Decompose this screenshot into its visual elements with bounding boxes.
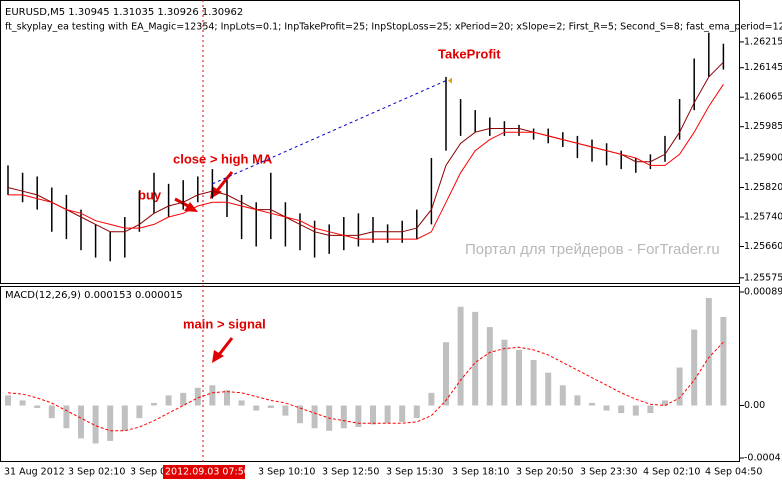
macd-bar [516, 349, 522, 406]
annotation: TakeProfit [438, 46, 501, 61]
x-tick-label: 3 Sep 20:50 [516, 467, 573, 478]
macd-bar [486, 327, 493, 406]
macd-title: MACD(12,26,9) 0.000153 0.000015 [5, 290, 183, 301]
macd-bar [428, 392, 435, 406]
trade-line [212, 80, 447, 185]
x-tick-label: 3 Sep 23:30 [580, 467, 637, 478]
macd-bar [589, 402, 595, 406]
y-tick-label: 1.25900 [744, 153, 782, 164]
macd-bar [136, 405, 143, 419]
x-tick-label: 4 Sep 04:50 [705, 467, 762, 478]
macd-bar [34, 405, 41, 409]
y-tick-label: 0.000897 [744, 287, 782, 298]
chart-title: EURUSD,M5 1.30945 1.31035 1.30926 1.3096… [5, 7, 243, 18]
macd-bar [443, 342, 449, 406]
moving-average [7, 61, 724, 236]
cursor-label-bg [163, 465, 245, 479]
macd-bar [632, 405, 639, 416]
macd-bar [165, 395, 172, 406]
macd-bar [48, 405, 55, 419]
macd-bar [676, 367, 683, 406]
y-tick-label: 1.25740 [744, 212, 782, 223]
take-profit-marker [448, 77, 452, 84]
y-tick-label: 1.25575 [744, 272, 782, 283]
macd-bar [224, 390, 230, 406]
macd-bar [603, 405, 610, 411]
annotation: buy [138, 187, 162, 202]
macd-bar [340, 405, 347, 429]
macd-bar [311, 405, 318, 429]
macd-bar [384, 405, 391, 424]
macd-bar [705, 297, 712, 406]
chart-subtitle: ft_skyplay_ea testing with EA_Magic=1235… [5, 22, 782, 33]
macd-bar [472, 311, 479, 406]
price-frame [0, 0, 740, 284]
macd-bar [618, 405, 625, 414]
macd-bar [647, 405, 654, 414]
x-tick-label: 3 Sep 10:10 [258, 467, 315, 478]
macd-bar [559, 385, 566, 406]
annotation: close > high MA [173, 151, 273, 166]
macd-bar [530, 359, 537, 406]
y-tick-label: 1.25660 [744, 241, 782, 252]
macd-bar [574, 395, 581, 406]
macd-bar [151, 402, 157, 406]
x-tick-label: 3 Sep 02:10 [68, 467, 125, 478]
macd-bar [282, 405, 289, 416]
macd-bar [691, 329, 698, 406]
macd-bar [121, 405, 128, 431]
macd-bar [238, 400, 245, 406]
macd-bar [501, 339, 508, 406]
signal-line [7, 341, 724, 432]
macd-bar [194, 387, 201, 406]
macd-bar [78, 405, 84, 439]
macd-bar [63, 405, 70, 429]
x-tick-label: 4 Sep 02:10 [643, 467, 700, 478]
x-tick-label: 3 Sep 15:30 [386, 467, 443, 478]
macd-bar [180, 392, 187, 406]
y-tick-label: 1.26145 [744, 62, 782, 73]
x-tick-label: 3 Sep 0 [130, 467, 166, 478]
macd-frame [0, 286, 740, 462]
macd-bar [267, 405, 274, 409]
macd-bar [355, 405, 362, 428]
macd-bar [545, 372, 552, 406]
y-tick-label: 1.26215 [744, 36, 782, 47]
macd-bar [399, 405, 406, 422]
x-tick-label: 3 Sep 18:10 [452, 467, 509, 478]
macd-bar [297, 405, 303, 424]
macd-bar [413, 405, 420, 419]
macd-bar [370, 405, 376, 425]
y-tick-label: 1.25985 [744, 121, 782, 132]
macd-bar [720, 316, 727, 406]
macd-bar [107, 405, 114, 441]
x-tick-label: 2012.09.03 07:50 [165, 467, 250, 478]
watermark: Портал для трейдеров - ForTrader.ru [465, 241, 720, 258]
macd-bar [253, 405, 260, 411]
moving-average [8, 84, 724, 240]
y-tick-label: 1.26065 [744, 92, 782, 103]
y-tick-label: 0.00 [744, 400, 765, 411]
x-tick-label: 3 Sep 12:50 [322, 467, 379, 478]
x-tick-label: 31 Aug 2012 [4, 467, 65, 478]
y-tick-label: -0.000415 [744, 453, 782, 464]
macd-bar [662, 400, 668, 406]
macd-bar [457, 306, 464, 406]
y-tick-label: 1.25820 [744, 182, 782, 193]
macd-bar [92, 405, 99, 444]
macd-bar [19, 400, 26, 406]
annotation: main > signal [183, 316, 266, 331]
macd-bar [5, 395, 11, 406]
macd-bar [209, 385, 216, 406]
